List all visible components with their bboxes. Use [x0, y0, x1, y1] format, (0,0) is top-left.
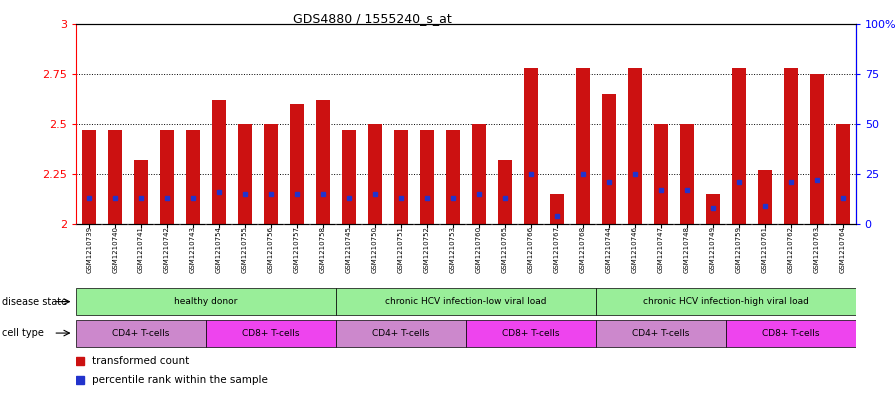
- Text: CD8+ T-cells: CD8+ T-cells: [242, 329, 300, 338]
- Bar: [134, 160, 148, 224]
- Bar: [726, 320, 856, 347]
- Text: cell type: cell type: [2, 328, 44, 338]
- Bar: [596, 320, 726, 347]
- Text: GSM1210755: GSM1210755: [242, 226, 248, 273]
- Text: GSM1210745: GSM1210745: [346, 226, 352, 273]
- Text: transformed count: transformed count: [91, 356, 189, 366]
- Bar: [596, 288, 856, 315]
- Text: CD4+ T-cells: CD4+ T-cells: [632, 329, 690, 338]
- Bar: [342, 130, 356, 224]
- Text: GSM1210746: GSM1210746: [632, 226, 638, 273]
- Bar: [576, 68, 590, 224]
- Text: GSM1210766: GSM1210766: [528, 226, 534, 273]
- Text: GSM1210767: GSM1210767: [554, 226, 560, 273]
- Bar: [336, 288, 596, 315]
- Text: GSM1210740: GSM1210740: [112, 226, 118, 273]
- Text: GSM1210751: GSM1210751: [398, 226, 404, 273]
- Bar: [76, 320, 206, 347]
- Text: GSM1210760: GSM1210760: [476, 226, 482, 273]
- Bar: [186, 130, 200, 224]
- Text: GSM1210763: GSM1210763: [814, 226, 820, 273]
- Text: GSM1210752: GSM1210752: [424, 226, 430, 273]
- Bar: [394, 130, 408, 224]
- Bar: [550, 194, 564, 224]
- Text: GSM1210754: GSM1210754: [216, 226, 222, 273]
- Bar: [264, 124, 278, 224]
- Text: chronic HCV infection-low viral load: chronic HCV infection-low viral load: [385, 297, 547, 306]
- Text: GDS4880 / 1555240_s_at: GDS4880 / 1555240_s_at: [293, 12, 452, 25]
- Bar: [316, 100, 330, 224]
- Text: disease state: disease state: [2, 297, 67, 307]
- Bar: [446, 130, 460, 224]
- Text: GSM1210744: GSM1210744: [606, 226, 612, 273]
- Text: GSM1210765: GSM1210765: [502, 226, 508, 273]
- Text: GSM1210750: GSM1210750: [372, 226, 378, 273]
- Bar: [706, 194, 719, 224]
- Bar: [732, 68, 745, 224]
- Bar: [628, 68, 642, 224]
- Bar: [420, 130, 434, 224]
- Bar: [472, 124, 486, 224]
- Bar: [758, 170, 771, 224]
- Text: GSM1210768: GSM1210768: [580, 226, 586, 273]
- Text: chronic HCV infection-high viral load: chronic HCV infection-high viral load: [642, 297, 809, 306]
- Bar: [82, 130, 96, 224]
- Text: GSM1210743: GSM1210743: [190, 226, 196, 273]
- Text: GSM1210741: GSM1210741: [138, 226, 144, 273]
- Text: CD4+ T-cells: CD4+ T-cells: [112, 329, 170, 338]
- Bar: [784, 68, 797, 224]
- Bar: [524, 68, 538, 224]
- Text: GSM1210759: GSM1210759: [736, 226, 742, 273]
- Bar: [76, 288, 336, 315]
- Text: GSM1210762: GSM1210762: [788, 226, 794, 273]
- Text: GSM1210757: GSM1210757: [294, 226, 300, 273]
- Bar: [836, 124, 849, 224]
- Text: GSM1210742: GSM1210742: [164, 226, 170, 273]
- Text: GSM1210758: GSM1210758: [320, 226, 326, 273]
- Text: GSM1210761: GSM1210761: [762, 226, 768, 273]
- Bar: [212, 100, 226, 224]
- Bar: [108, 130, 122, 224]
- Bar: [160, 130, 174, 224]
- Text: percentile rank within the sample: percentile rank within the sample: [91, 375, 268, 385]
- Bar: [336, 320, 466, 347]
- Bar: [206, 320, 336, 347]
- Bar: [654, 124, 668, 224]
- Bar: [238, 124, 252, 224]
- Text: GSM1210764: GSM1210764: [840, 226, 846, 273]
- Text: GSM1210756: GSM1210756: [268, 226, 274, 273]
- Bar: [602, 94, 616, 224]
- Text: GSM1210753: GSM1210753: [450, 226, 456, 273]
- Text: healthy donor: healthy donor: [175, 297, 237, 306]
- Text: CD8+ T-cells: CD8+ T-cells: [762, 329, 820, 338]
- Bar: [498, 160, 512, 224]
- Text: CD4+ T-cells: CD4+ T-cells: [372, 329, 430, 338]
- Text: GSM1210739: GSM1210739: [86, 226, 92, 273]
- Bar: [810, 73, 823, 224]
- Bar: [368, 124, 382, 224]
- Text: CD8+ T-cells: CD8+ T-cells: [502, 329, 560, 338]
- Text: GSM1210749: GSM1210749: [710, 226, 716, 273]
- Text: GSM1210747: GSM1210747: [658, 226, 664, 273]
- Bar: [680, 124, 694, 224]
- Bar: [290, 104, 304, 224]
- Text: GSM1210748: GSM1210748: [684, 226, 690, 273]
- Bar: [466, 320, 596, 347]
